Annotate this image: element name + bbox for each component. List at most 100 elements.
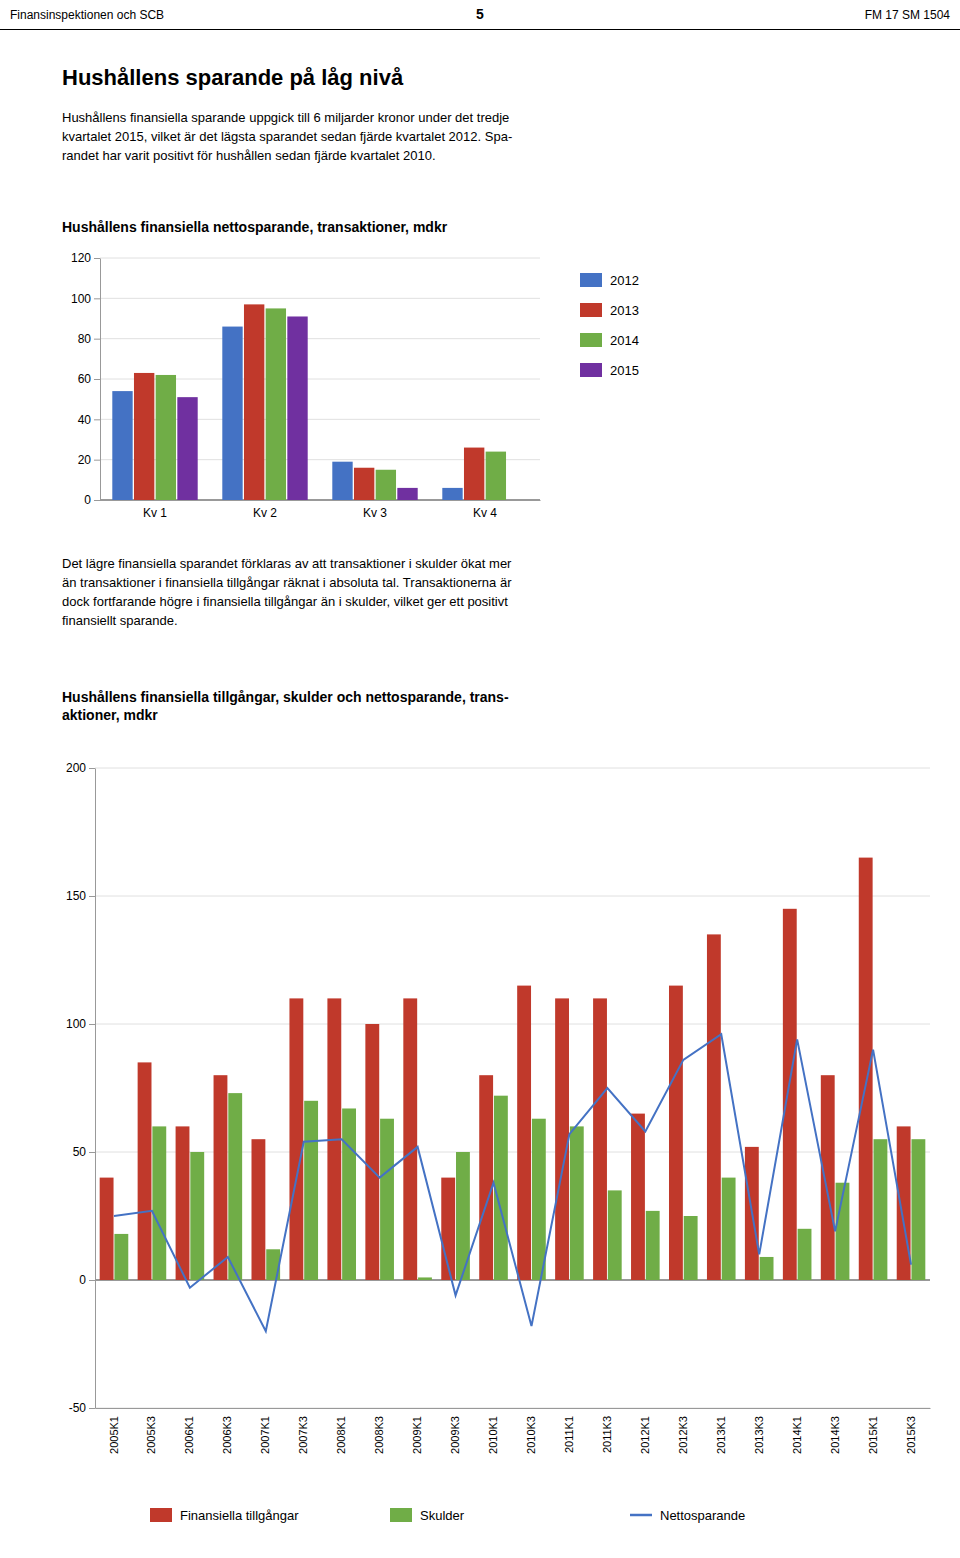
- bar: [669, 986, 683, 1280]
- bar: [442, 488, 462, 500]
- bar: [251, 1139, 265, 1280]
- legend-swatch: [150, 1508, 172, 1522]
- bar: [380, 1119, 394, 1280]
- y-tick-mark: [94, 298, 100, 299]
- plot: Kv 1Kv 2Kv 3Kv 4020406080100120: [71, 251, 541, 519]
- y-tick-label: 80: [78, 332, 92, 346]
- grid: [100, 258, 540, 500]
- header-right: FM 17 SM 1504: [865, 8, 951, 22]
- y-tick-mark: [89, 1024, 95, 1025]
- x-tick: 2007K3: [297, 1416, 309, 1454]
- legend-label: 2015: [610, 363, 639, 378]
- bar: [266, 1249, 280, 1280]
- legend-label: Nettosparande: [660, 1508, 745, 1523]
- grid-line: [100, 258, 540, 259]
- legend-item: 2012: [580, 273, 639, 288]
- y-tick-mark: [89, 1152, 95, 1153]
- bar: [266, 308, 286, 500]
- x-tick: 2013K1: [715, 1416, 727, 1454]
- legend-item: Finansiella tillgångar: [150, 1508, 299, 1523]
- bar: [152, 1126, 166, 1280]
- header-center: 5: [476, 6, 484, 22]
- bar: [376, 470, 396, 500]
- x-tick-label: 2006K3: [221, 1416, 233, 1454]
- bar: [222, 327, 242, 500]
- chart-title-line: Hushållens finansiella nettosparande, tr…: [62, 219, 448, 235]
- legend-item: Skulder: [390, 1508, 465, 1523]
- y-tick-mark: [94, 460, 100, 461]
- x-tick: 2012K3: [677, 1416, 689, 1454]
- chart-title: Hushållens finansiella tillgångar, skuld…: [62, 689, 509, 723]
- x-tick-label: 2013K3: [753, 1416, 765, 1454]
- x-tick: 2009K3: [449, 1416, 461, 1454]
- legend-swatch: [630, 1514, 652, 1517]
- bar-series: [177, 316, 417, 500]
- y-tick-label: 0: [84, 493, 91, 507]
- y-tick-mark: [94, 339, 100, 340]
- x-tick-label: 2007K1: [259, 1416, 271, 1454]
- section-text: Hushållens finansiella sparande uppgick …: [62, 110, 512, 163]
- bar: [486, 452, 506, 500]
- x-tick: 2006K1: [183, 1416, 195, 1454]
- y-axis: 020406080100120: [71, 251, 101, 507]
- grid-line: [95, 896, 930, 897]
- y-tick-label: 150: [66, 889, 86, 903]
- x-tick: 2014K3: [829, 1416, 841, 1454]
- bar: [403, 998, 417, 1280]
- bar: [112, 391, 132, 500]
- bar: [555, 998, 569, 1280]
- bar: [897, 1126, 911, 1280]
- bar: [684, 1216, 698, 1280]
- y-tick-label: 0: [79, 1273, 86, 1287]
- x-tick-label: 2015K3: [905, 1416, 917, 1454]
- x-tick-label: 2011K3: [601, 1416, 613, 1453]
- page-header: Finansinspektionen och SCB 5 FM 17 SM 1504: [0, 6, 960, 30]
- y-tick-label: 100: [66, 1017, 86, 1031]
- bar-series: [100, 858, 911, 1280]
- legend-item: 2013: [580, 303, 639, 318]
- paragraph-line: än transaktioner i finansiella tillgånga…: [62, 575, 512, 590]
- x-tick-label: 2005K1: [107, 1416, 119, 1454]
- bar: [494, 1096, 508, 1280]
- x-tick-label: 2015K1: [867, 1416, 879, 1454]
- y-axis-line: [100, 259, 101, 501]
- marks: [112, 304, 506, 500]
- bar: [631, 1114, 645, 1280]
- x-tick-label: 2011K1: [563, 1416, 575, 1453]
- y-tick-label: 100: [71, 292, 91, 306]
- legend-swatch: [580, 363, 602, 377]
- legend-label: Finansiella tillgångar: [180, 1508, 299, 1523]
- x-tick-label: 2014K1: [791, 1416, 803, 1454]
- legend-label: 2013: [610, 303, 639, 318]
- bar-series: [114, 1093, 925, 1280]
- bar: [289, 998, 303, 1280]
- page: Finansinspektionen och SCB 5 FM 17 SM 1504…: [0, 0, 960, 1558]
- x-tick: 2011K1: [563, 1416, 575, 1453]
- section-text-line: Hushållens finansiella sparande uppgick …: [62, 110, 509, 125]
- header-left: Finansinspektionen och SCB: [10, 8, 164, 22]
- x-tick: 2015K1: [867, 1416, 879, 1454]
- x-tick-label: 2009K3: [449, 1416, 461, 1454]
- bar: [722, 1178, 736, 1280]
- y-tick-mark: [89, 1280, 95, 1281]
- bar: [707, 934, 721, 1280]
- legend-item: Nettosparande: [630, 1508, 745, 1523]
- y-tick-mark: [89, 896, 95, 897]
- bar: [464, 448, 484, 500]
- plot: 2005K12005K32006K12006K32007K12007K32008…: [66, 761, 931, 1454]
- x-tick-label: 2014K3: [829, 1416, 841, 1454]
- x-tick-label: 2010K1: [487, 1416, 499, 1454]
- x-tick: 2012K1: [639, 1416, 651, 1454]
- x-tick: 2013K3: [753, 1416, 765, 1454]
- y-tick-label: 60: [78, 372, 92, 386]
- y-tick: 50: [73, 1145, 95, 1159]
- bar: [114, 1234, 128, 1280]
- x-tick-label: 2010K3: [525, 1416, 537, 1454]
- legend-swatch: [390, 1508, 412, 1522]
- paragraph-line: finansiellt sparande.: [62, 613, 178, 628]
- y-tick-mark: [89, 768, 95, 769]
- bar: [517, 986, 531, 1280]
- y-axis: -50050100150200: [66, 761, 96, 1415]
- x-tick: 2006K3: [221, 1416, 233, 1454]
- x-tick: 2009K1: [411, 1416, 423, 1454]
